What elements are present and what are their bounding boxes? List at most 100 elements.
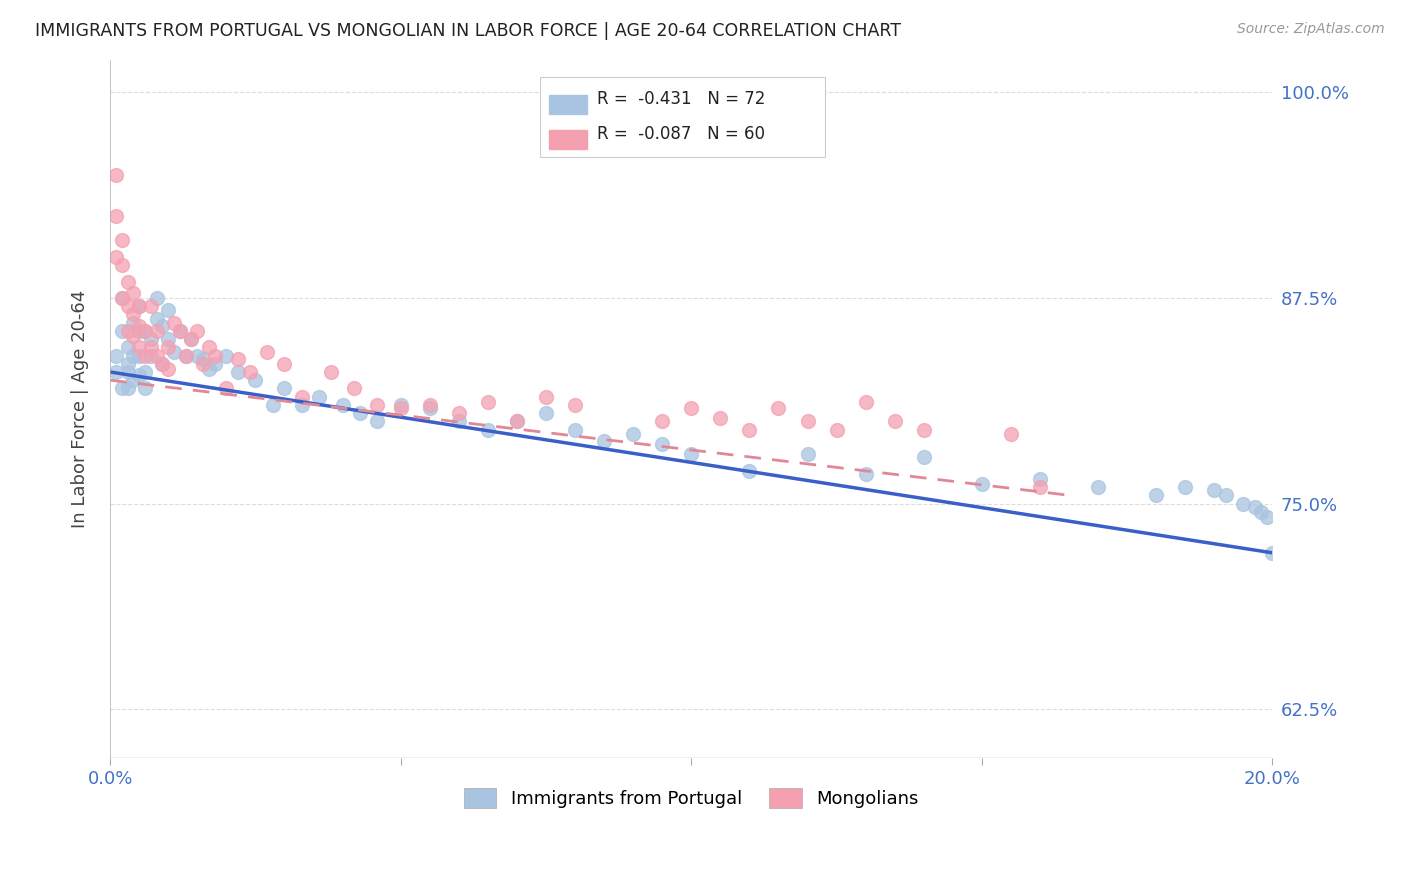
Point: [366, 414, 388, 428]
Y-axis label: In Labor Force | Age 20-64: In Labor Force | Age 20-64: [72, 290, 89, 528]
Point: [117, 299, 139, 313]
Point: [564, 398, 586, 412]
Point: [855, 467, 877, 481]
Point: [145, 349, 167, 363]
Point: [104, 365, 127, 379]
Point: [651, 414, 673, 428]
Point: [139, 349, 162, 363]
Point: [1204, 483, 1226, 498]
Point: [157, 332, 180, 346]
Point: [104, 168, 127, 182]
Point: [111, 258, 134, 272]
Point: [389, 398, 412, 412]
Point: [117, 340, 139, 354]
Point: [796, 414, 818, 428]
Point: [122, 328, 145, 343]
Point: [1029, 472, 1052, 486]
Point: [198, 340, 221, 354]
Point: [204, 349, 226, 363]
Point: [128, 349, 150, 363]
Point: [308, 390, 330, 404]
Point: [111, 324, 134, 338]
Point: [145, 312, 167, 326]
Point: [1174, 480, 1197, 494]
Point: [506, 414, 529, 428]
Point: [204, 357, 226, 371]
Point: [349, 406, 371, 420]
Point: [128, 324, 150, 338]
Point: [389, 401, 412, 416]
Point: [157, 361, 180, 376]
Legend: Immigrants from Portugal, Mongolians: Immigrants from Portugal, Mongolians: [457, 780, 925, 815]
Point: [186, 349, 208, 363]
Point: [157, 302, 180, 317]
Point: [1000, 427, 1022, 442]
Point: [343, 381, 366, 395]
Point: [104, 250, 127, 264]
Point: [593, 434, 616, 448]
Point: [291, 390, 314, 404]
Point: [191, 357, 214, 371]
Point: [825, 423, 848, 437]
Point: [796, 447, 818, 461]
Point: [134, 324, 156, 338]
Point: [534, 390, 557, 404]
Point: [855, 394, 877, 409]
Point: [738, 423, 761, 437]
Point: [180, 332, 202, 346]
Point: [150, 357, 173, 371]
Point: [111, 291, 134, 305]
Point: [180, 332, 202, 346]
Point: [128, 368, 150, 383]
Point: [883, 414, 905, 428]
Point: [273, 357, 295, 371]
FancyBboxPatch shape: [550, 95, 586, 114]
Point: [128, 299, 150, 313]
Point: [117, 275, 139, 289]
Point: [186, 324, 208, 338]
Point: [226, 351, 249, 366]
Point: [117, 324, 139, 338]
Point: [419, 398, 441, 412]
Point: [245, 373, 267, 387]
Point: [150, 318, 173, 333]
Point: [122, 373, 145, 387]
Point: [1232, 496, 1254, 510]
Point: [912, 423, 935, 437]
Point: [651, 437, 673, 451]
Point: [768, 401, 790, 416]
Point: [1250, 505, 1272, 519]
Point: [111, 291, 134, 305]
Point: [709, 411, 731, 425]
FancyBboxPatch shape: [540, 77, 825, 157]
Point: [477, 423, 499, 437]
Point: [262, 398, 284, 412]
Point: [122, 286, 145, 301]
Point: [506, 414, 529, 428]
Point: [1244, 500, 1267, 514]
Point: [191, 351, 214, 366]
Point: [198, 361, 221, 376]
Point: [1261, 546, 1284, 560]
Point: [163, 316, 186, 330]
Point: [447, 406, 470, 420]
Point: [273, 381, 295, 395]
Point: [1087, 480, 1109, 494]
Point: [332, 398, 354, 412]
Text: IMMIGRANTS FROM PORTUGAL VS MONGOLIAN IN LABOR FORCE | AGE 20-64 CORRELATION CHA: IMMIGRANTS FROM PORTUGAL VS MONGOLIAN IN…: [35, 22, 901, 40]
Point: [169, 324, 191, 338]
Point: [564, 423, 586, 437]
Point: [912, 450, 935, 465]
Point: [477, 394, 499, 409]
Point: [134, 381, 156, 395]
Point: [1256, 509, 1278, 524]
Point: [111, 381, 134, 395]
Point: [169, 324, 191, 338]
Text: R =  -0.431   N = 72: R = -0.431 N = 72: [598, 90, 765, 108]
Point: [681, 447, 703, 461]
Point: [215, 381, 238, 395]
Point: [145, 324, 167, 338]
Text: R =  -0.087   N = 60: R = -0.087 N = 60: [598, 125, 765, 143]
Point: [1144, 488, 1167, 502]
Point: [174, 349, 197, 363]
